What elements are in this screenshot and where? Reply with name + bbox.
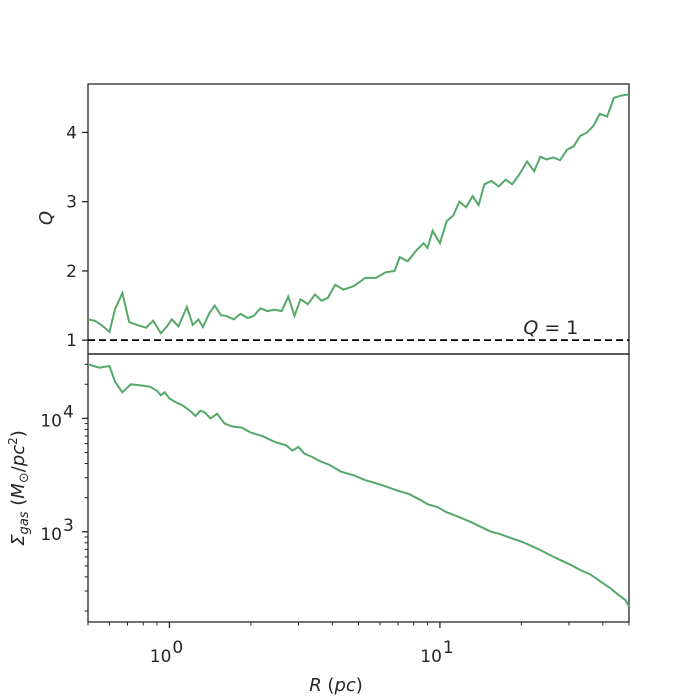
q-equals-one-annotation: Q = 1 [523,317,578,339]
top-y-axis-label: Q [36,211,57,225]
q-series-line [87,93,630,335]
bottom-x-axis-label: R (pc) [309,675,363,696]
top-panel: 1 2 3 4 Q = 1 Q [36,83,630,355]
bottom-x-tick-label: 10 [150,647,172,667]
bottom-x-ticks: 10 0 10 1 [87,622,630,667]
bottom-y-tick-label-exponent: 3 [63,516,74,536]
bottom-x-tick-label: 10 [420,647,442,667]
top-y-tick-label: 2 [66,262,77,282]
bottom-y-tick-label: 10 [40,411,62,431]
top-y-tick-label: 3 [66,193,77,213]
sigma-gas-series-line [87,363,630,607]
top-axes-frame [87,83,630,355]
top-y-ticks: 1 2 3 4 [66,123,88,351]
bottom-axes-frame [87,353,630,623]
top-y-tick-label: 1 [66,331,77,351]
bottom-y-axis-label: Σgas (M⊙/pc2) [6,430,32,546]
bottom-y-tick-label-exponent: 4 [63,402,74,422]
top-y-tick-label: 4 [66,123,77,143]
bottom-y-tick-label: 10 [40,525,62,545]
bottom-x-tick-label-exponent: 1 [443,638,454,658]
bottom-x-tick-label-exponent: 0 [172,638,183,658]
